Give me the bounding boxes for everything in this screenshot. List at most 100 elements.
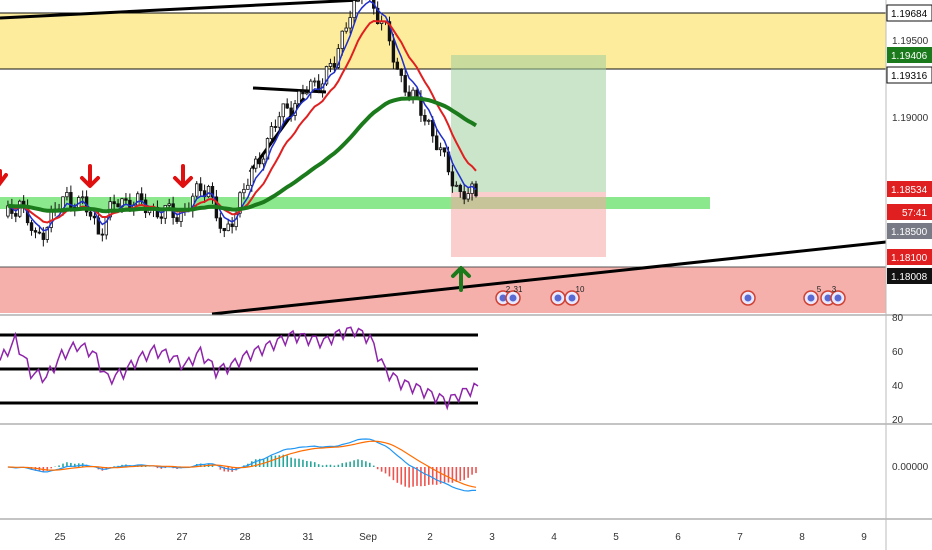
- time-tick-label: 28: [239, 532, 251, 543]
- candle: [297, 89, 301, 107]
- time-tick-label: 5: [613, 532, 619, 543]
- candle: [391, 33, 396, 69]
- triangle-top-line[interactable]: [252, 86, 327, 94]
- candle: [348, 10, 352, 34]
- calendar-event-icon[interactable]: [550, 290, 566, 306]
- candle: [399, 68, 403, 83]
- calendar-event-count: 3: [832, 285, 837, 294]
- candle: [246, 178, 250, 190]
- calendar-event-icon[interactable]: [564, 290, 580, 306]
- macd-tick-label: 0.00000: [892, 462, 929, 473]
- candle: [222, 227, 226, 238]
- candle: [305, 86, 309, 96]
- rsi-axis[interactable]: 80 60 40 20: [892, 313, 904, 426]
- rsi-tick-label: 60: [892, 347, 904, 358]
- down-arrow-icon: [173, 164, 193, 188]
- candle: [139, 187, 144, 207]
- candle: [344, 22, 348, 34]
- candle: [69, 185, 73, 212]
- down-arrow-icon: [80, 164, 100, 188]
- candle: [230, 217, 234, 234]
- calendar-event-icon[interactable]: [803, 290, 819, 306]
- calendar-event-icon[interactable]: [740, 290, 756, 306]
- candle: [340, 30, 344, 56]
- time-tick-label: 31: [302, 532, 314, 543]
- candle: [423, 109, 427, 126]
- candle: [281, 103, 285, 124]
- candle: [438, 142, 443, 157]
- price-axis[interactable]: 1.19500 1.19000 1.19684 1.19406 1.19316 1.185…: [886, 4, 932, 284]
- price-tag-label: 1.18534: [891, 185, 928, 196]
- candle: [226, 218, 230, 232]
- time-tick-label: 27: [176, 532, 188, 543]
- calendar-event-icon[interactable]: [830, 290, 846, 306]
- candle: [458, 183, 462, 198]
- time-tick-label: 6: [675, 532, 681, 543]
- economic-calendar[interactable]: 2 31 10 5 3: [495, 285, 846, 306]
- time-tick-label: 3: [489, 532, 495, 543]
- time-tick-label: Sep: [359, 532, 377, 543]
- time-axis[interactable]: 25 26 27 28 31 Sep 2 3 4 5 6 7 8 9: [54, 532, 867, 543]
- candle: [356, 0, 360, 3]
- upper-trendline[interactable]: [0, 0, 361, 20]
- price-tag: 1.19316: [886, 66, 932, 84]
- time-tick-label: 9: [861, 532, 867, 543]
- candle: [470, 181, 474, 201]
- price-tag-label: 57:41: [902, 208, 927, 219]
- price-tag: 1.18534: [887, 181, 932, 197]
- price-tag: 57:41: [887, 204, 932, 220]
- stop-loss-area[interactable]: [451, 192, 606, 257]
- candle: [92, 212, 97, 225]
- candle: [238, 191, 242, 218]
- calendar-event-count: 31: [514, 285, 523, 294]
- candle: [124, 192, 128, 206]
- candle: [361, 0, 363, 5]
- price-tag-label: 1.19684: [891, 9, 928, 20]
- up-arrow-icon: [451, 266, 471, 292]
- candle: [242, 183, 246, 200]
- candle: [395, 57, 400, 70]
- candle: [434, 128, 439, 151]
- candle: [301, 84, 305, 101]
- price-tag: 1.19684: [886, 4, 932, 22]
- candle: [269, 122, 274, 146]
- candle: [210, 182, 215, 204]
- candle: [352, 0, 356, 24]
- lower-trendline[interactable]: [211, 240, 887, 316]
- candle: [285, 98, 289, 109]
- time-tick-label: 4: [551, 532, 557, 543]
- rsi-tick-label: 20: [892, 415, 904, 426]
- candle: [427, 118, 431, 125]
- candle: [324, 65, 329, 86]
- time-tick-label: 7: [737, 532, 743, 543]
- candle: [218, 212, 223, 234]
- take-profit-area[interactable]: [451, 55, 606, 192]
- resistance-zone: [0, 13, 886, 69]
- candle: [136, 191, 140, 207]
- calendar-event-count: 10: [576, 285, 585, 294]
- candle: [289, 101, 293, 122]
- signal-line: [7, 440, 477, 488]
- candle: [100, 228, 105, 242]
- calendar-event-icon[interactable]: [505, 290, 521, 306]
- price-tag: 1.18500: [887, 223, 932, 239]
- macd-axis[interactable]: 0.00000: [892, 462, 929, 473]
- candle: [206, 184, 211, 198]
- calendar-event-count: 2: [506, 285, 511, 294]
- candle: [254, 155, 258, 173]
- candle: [273, 119, 278, 132]
- candle: [454, 181, 459, 188]
- candle: [387, 16, 392, 46]
- candle: [112, 194, 116, 211]
- time-tick-label: 26: [114, 532, 126, 543]
- ma-slow-line: [7, 96, 478, 214]
- candle: [403, 69, 407, 97]
- candle: [328, 58, 333, 73]
- candle: [277, 111, 282, 131]
- candle: [257, 152, 262, 168]
- candle: [116, 199, 120, 208]
- candle: [65, 186, 69, 201]
- price-tag-label: 1.18100: [891, 253, 928, 264]
- candle: [442, 147, 447, 157]
